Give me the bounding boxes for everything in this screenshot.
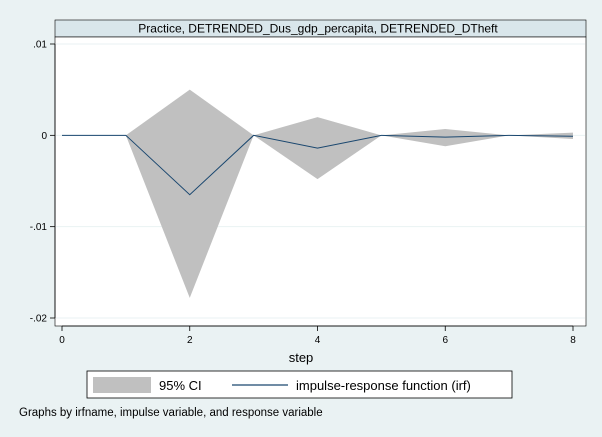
- x-tick-label: 8: [570, 335, 576, 346]
- ci-band-layer: [62, 89, 573, 298]
- y-tick-label: .01: [33, 40, 47, 51]
- x-axis-label: step: [289, 350, 314, 365]
- legend-label-irf: impulse-response function (irf): [296, 378, 471, 393]
- y-tick-label: -.02: [30, 314, 48, 325]
- legend-box: [86, 370, 513, 399]
- legend: 95% CI impulse-response function (irf): [86, 370, 513, 399]
- legend-swatch-ci: [93, 377, 151, 393]
- irf-line: [62, 134, 574, 196]
- y-tick-label: -.01: [30, 222, 48, 233]
- graph-note: Graphs by irfname, impulse variable, and…: [19, 407, 323, 419]
- x-tick-label: 2: [187, 335, 193, 346]
- x-tick-label: 4: [315, 335, 321, 346]
- x-tick-label: 0: [59, 335, 65, 346]
- ci-band: [62, 89, 573, 298]
- axes: .01 0 -.01 -.02 0 2 4 6 8: [30, 40, 576, 347]
- x-tick-label: 6: [442, 335, 448, 346]
- legend-label-ci: 95% CI: [159, 378, 202, 393]
- plot-area: [54, 36, 587, 327]
- y-tick-label: 0: [41, 131, 47, 142]
- chart-title: Practice, DETRENDED_Dus_gdp_percapita, D…: [138, 22, 498, 36]
- irf-line-layer: [62, 134, 574, 196]
